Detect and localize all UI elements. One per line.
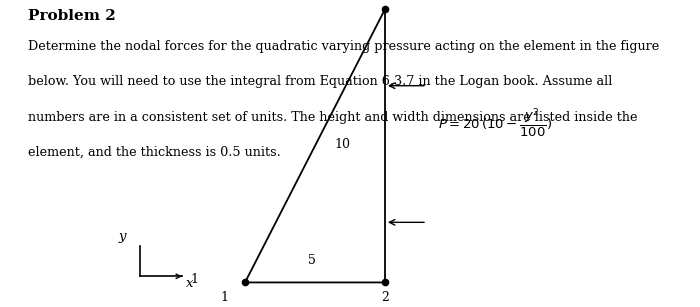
- Text: 10: 10: [334, 138, 350, 151]
- Text: $P = 20\,(10 - \dfrac{y^2}{100})$: $P = 20\,(10 - \dfrac{y^2}{100})$: [438, 107, 552, 139]
- Text: below. You will need to use the integral from Equation 6.3.7 in the Logan book. : below. You will need to use the integral…: [28, 75, 612, 88]
- Text: 1: 1: [220, 291, 228, 304]
- Text: 1: 1: [190, 273, 198, 286]
- Text: 2: 2: [381, 291, 389, 304]
- Text: Problem 2: Problem 2: [28, 9, 116, 23]
- Text: element, and the thickness is 0.5 units.: element, and the thickness is 0.5 units.: [28, 146, 281, 159]
- Text: 3: 3: [388, 0, 396, 3]
- Text: numbers are in a consistent set of units. The height and width dimensions are li: numbers are in a consistent set of units…: [28, 111, 638, 123]
- Text: x: x: [186, 278, 193, 290]
- Text: y: y: [119, 230, 126, 243]
- Text: Determine the nodal forces for the quadratic varying pressure acting on the elem: Determine the nodal forces for the quadr…: [28, 40, 659, 53]
- Text: 5: 5: [307, 254, 316, 267]
